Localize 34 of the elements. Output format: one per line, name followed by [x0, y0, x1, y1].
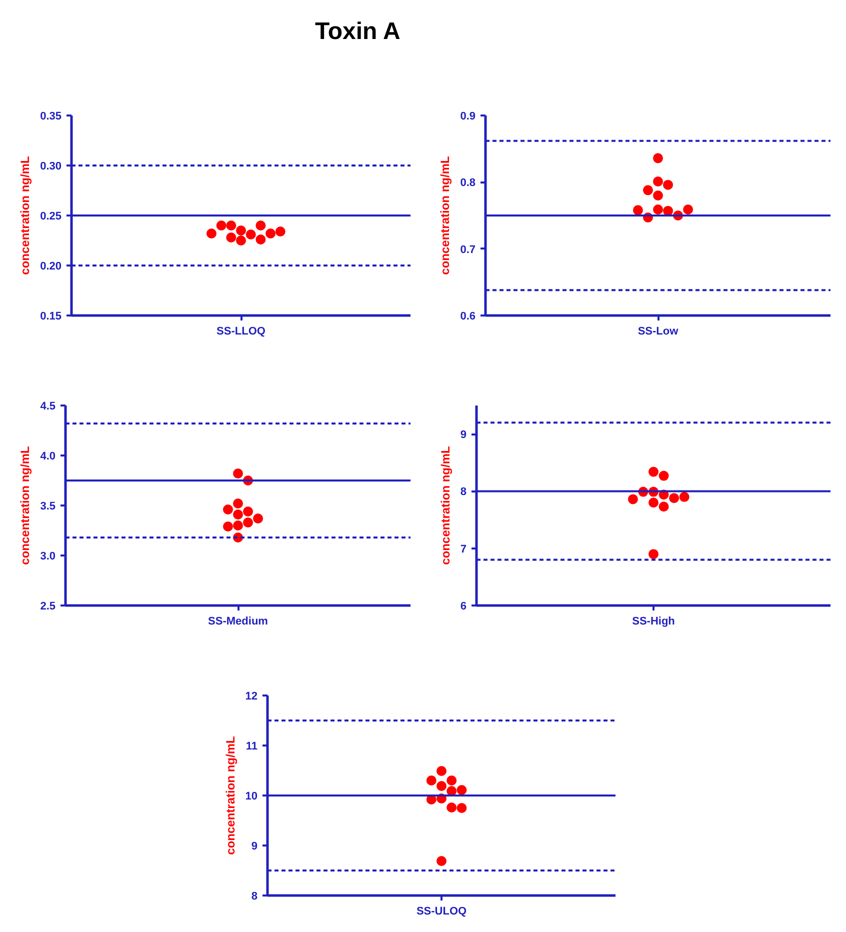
chart-title: Toxin A — [315, 17, 400, 47]
y-tick-label: 8 — [251, 890, 258, 902]
y-axis-title: concentration ng/mL — [18, 156, 32, 275]
y-tick-label: 11 — [246, 740, 258, 752]
x-tick-label: SS-ULOQ — [416, 906, 467, 918]
y-axis-title: concentration ng/mL — [18, 446, 32, 565]
y-tick-label: 9 — [251, 840, 258, 852]
y-tick-label: 0.25 — [40, 210, 62, 222]
y-tick-label: 7 — [460, 543, 467, 556]
y-axis-title: concentration ng/mL — [438, 156, 452, 275]
x-tick-label: SS-Low — [638, 326, 679, 338]
y-tick-label: 12 — [245, 690, 258, 702]
y-axis-title: concentration ng/mL — [438, 446, 452, 565]
x-tick-label: SS-LLOQ — [216, 326, 266, 338]
y-axis-title: concentration ng/mL — [223, 736, 238, 855]
y-tick-label: 0.6 — [460, 310, 476, 322]
y-tick-label: 10 — [245, 790, 258, 802]
y-tick-label: 4.5 — [40, 400, 56, 412]
y-tick-label: 4.0 — [40, 450, 56, 462]
x-tick-label: SS-Medium — [208, 616, 268, 628]
y-tick-label: 3.0 — [40, 550, 56, 562]
y-tick-label: 0.7 — [460, 244, 476, 256]
y-tick-label: 0.8 — [460, 177, 476, 190]
y-tick-label: 6 — [460, 600, 467, 612]
y-tick-label: 2.5 — [40, 600, 56, 612]
y-tick-label: 8 — [460, 486, 467, 498]
y-tick-label: 0.9 — [460, 110, 476, 122]
x-tick-label: SS-High — [632, 616, 676, 628]
y-tick-label: 0.35 — [40, 110, 62, 122]
y-tick-label: 0.15 — [40, 310, 62, 322]
y-tick-label: 0.20 — [40, 260, 62, 272]
y-tick-label: 3.5 — [40, 500, 56, 512]
y-tick-label: 0.30 — [40, 160, 62, 172]
y-tick-label: 9 — [460, 429, 467, 442]
